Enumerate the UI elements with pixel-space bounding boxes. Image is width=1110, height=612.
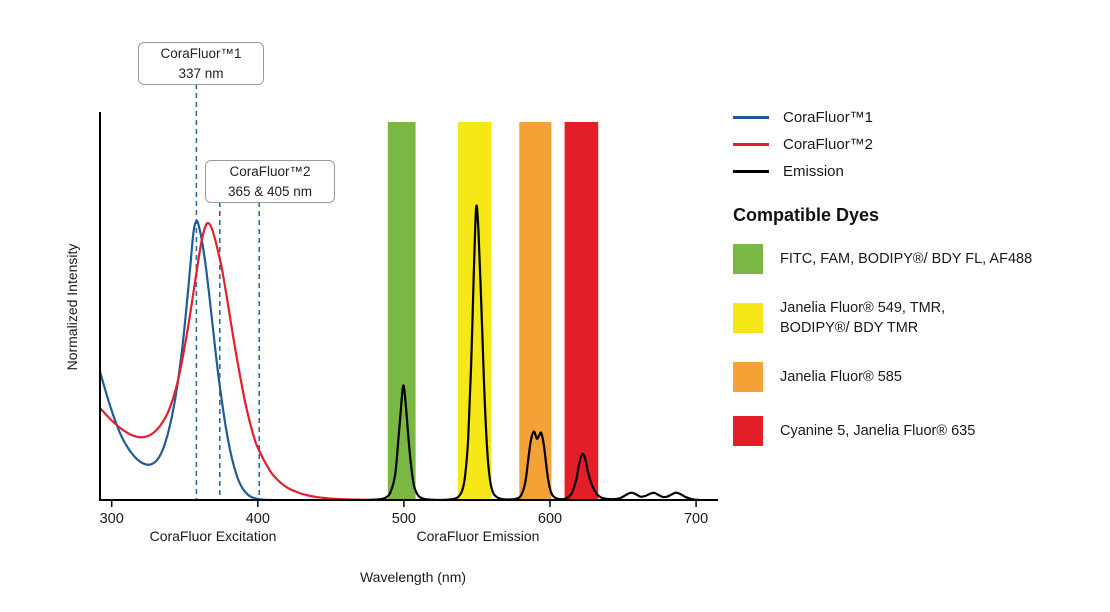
corafluor2-line-swatch <box>733 143 769 146</box>
series-curve-corafluor-1 <box>98 219 274 502</box>
emission-line-swatch <box>733 170 769 173</box>
legend-item-corafluor2: CoraFluor™2 <box>733 131 1105 158</box>
x-axis-region-emission: CoraFluor Emission <box>416 528 540 544</box>
series-curve-emission <box>367 204 701 502</box>
compatible-dyes-heading: Compatible Dyes <box>733 205 880 225</box>
orange-dye-swatch <box>733 362 763 392</box>
callout-1-wavelength: 337 nm <box>178 65 224 81</box>
callout-2-title: CoraFluor™2 <box>229 163 311 179</box>
series-curve-corafluor-2 <box>98 221 384 502</box>
dye-label: Janelia Fluor® 585 <box>780 369 902 385</box>
green-filter-band <box>387 122 416 500</box>
dye-label: Janelia Fluor® 549, TMR, BODIPY®/ BDY TM… <box>780 300 946 336</box>
legend-label: Emission <box>783 163 844 180</box>
orange-filter-band <box>519 122 552 500</box>
callout-corafluor1-337nm: CoraFluor™1 337 nm <box>138 42 264 85</box>
callout-1-title: CoraFluor™1 <box>160 45 242 61</box>
legend-item-emission: Emission <box>733 158 1105 185</box>
legend-item-corafluor1: CoraFluor™1 <box>733 104 1105 131</box>
dye-item-green: FITC, FAM, BODIPY®/ BDY FL, AF488 <box>733 244 1105 274</box>
red-filter-band <box>564 122 599 500</box>
green-dye-swatch <box>733 244 763 274</box>
red-dye-swatch <box>733 416 763 446</box>
x-axis-region-excitation: CoraFluor Excitation <box>149 528 277 544</box>
callout-corafluor2-365-405nm: CoraFluor™2 365 & 405 nm <box>205 160 335 203</box>
x-tick-label-700: 700 <box>684 511 708 527</box>
dye-item-yellow: Janelia Fluor® 549, TMR, BODIPY®/ BDY TM… <box>733 298 1105 338</box>
x-tick-label-600: 600 <box>538 511 562 527</box>
dye-label: FITC, FAM, BODIPY®/ BDY FL, AF488 <box>780 251 1033 267</box>
x-tick-label-400: 400 <box>246 511 270 527</box>
right-panel: CoraFluor™1 CoraFluor™2 Emission Compati… <box>733 104 1105 470</box>
dye-label: Cyanine 5, Janelia Fluor® 635 <box>780 423 976 439</box>
x-tick-label-500: 500 <box>392 511 416 527</box>
corafluor1-line-swatch <box>733 116 769 119</box>
x-tick-label-300: 300 <box>100 511 124 527</box>
y-axis-title: Normalized Intensity <box>64 243 80 371</box>
callout-2-wavelength: 365 & 405 nm <box>227 183 313 199</box>
dye-item-orange: Janelia Fluor® 585 <box>733 362 1105 392</box>
yellow-dye-swatch <box>733 303 763 333</box>
dye-item-red: Cyanine 5, Janelia Fluor® 635 <box>733 416 1105 446</box>
x-axis-title: Wavelength (nm) <box>359 569 467 585</box>
legend-label: CoraFluor™2 <box>783 136 874 153</box>
legend-label: CoraFluor™1 <box>783 109 874 126</box>
